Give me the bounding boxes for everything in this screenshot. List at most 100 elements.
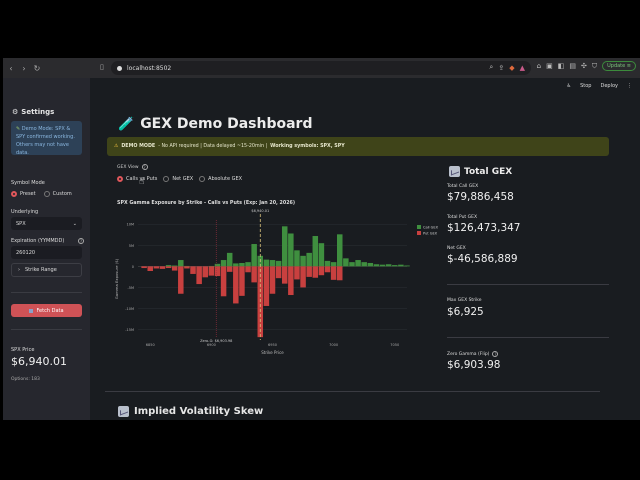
call-gex-bar[interactable] (306, 252, 312, 267)
put-gex-bar[interactable] (214, 266, 221, 277)
put-gex-bar[interactable] (147, 266, 153, 271)
put-gex-bar[interactable] (294, 266, 300, 280)
brave-shield-icon[interactable]: ◆ (509, 63, 515, 72)
put-gex-bar[interactable] (318, 266, 325, 276)
expiration-input[interactable]: 260120 (11, 246, 82, 259)
gex-bar-chart[interactable]: 10M 5M 0 -5M -10M -15M Zero-G: $6,903.98 $6,940… (110, 208, 440, 358)
call-gex-bar[interactable] (171, 265, 178, 267)
put-gex-bar[interactable] (196, 266, 202, 285)
call-gex-bar[interactable] (355, 260, 361, 267)
call-gex-bar[interactable] (300, 255, 306, 267)
main-menu-icon[interactable]: ⋮ (627, 83, 632, 89)
call-gex-bar[interactable] (349, 262, 355, 267)
put-gex-bar[interactable] (275, 266, 282, 279)
call-gex-bar[interactable] (324, 260, 331, 267)
put-gex-bar[interactable] (226, 266, 233, 272)
call-gex-bar[interactable] (404, 265, 410, 267)
sidebar-icon[interactable]: ◧ (557, 62, 565, 70)
call-gex-bar[interactable] (379, 264, 386, 267)
radio-preset[interactable] (11, 191, 17, 197)
call-gex-bar[interactable] (226, 252, 233, 267)
put-gex-bar[interactable] (336, 266, 343, 281)
extensions-icon[interactable]: ⌂ (536, 62, 542, 70)
call-gex-bar[interactable] (214, 263, 221, 267)
address-bar[interactable]: localhost:8502 ⌕ ⇪ ◆ ▲ (111, 61, 531, 75)
put-gex-bar[interactable] (208, 266, 215, 276)
legend-put-swatch[interactable] (417, 231, 421, 235)
radio-dot[interactable] (199, 176, 206, 182)
put-gex-bar[interactable] (171, 266, 178, 271)
call-gex-bar[interactable] (245, 262, 251, 267)
put-gex-bar[interactable] (141, 266, 147, 269)
put-gex-bar[interactable] (184, 266, 190, 269)
call-gex-bar[interactable] (361, 262, 367, 267)
legend-call-label[interactable]: Call GEX (423, 226, 439, 230)
help-icon[interactable]: ? (141, 164, 148, 170)
call-gex-bar[interactable] (263, 259, 270, 267)
call-gex-bar[interactable] (294, 250, 300, 267)
legend-put-label[interactable]: Put GEX (423, 232, 438, 236)
radio-absolute-gex[interactable]: Absolute GEX (199, 176, 242, 182)
call-gex-bar[interactable] (239, 262, 245, 267)
site-info-icon[interactable] (117, 65, 122, 71)
media-icon[interactable]: ▤ (569, 62, 576, 70)
deploy-button[interactable]: Deploy (600, 83, 618, 89)
tab-icon[interactable]: ▣ (546, 62, 553, 70)
bookmark-icon[interactable]: ▯ (100, 63, 104, 71)
zoom-icon[interactable]: ⌕ (489, 63, 494, 71)
call-gex-bar[interactable] (398, 264, 404, 267)
reload-icon[interactable]: ↻ (33, 63, 41, 73)
underlying-select[interactable]: SPX ⌄ (11, 217, 82, 230)
update-button[interactable]: Update ≡ (602, 61, 636, 71)
call-gex-bar[interactable] (288, 233, 294, 267)
call-gex-bar[interactable] (330, 262, 337, 267)
stop-button[interactable]: Stop (580, 83, 592, 89)
call-gex-bar[interactable] (318, 243, 325, 267)
put-gex-bar[interactable] (269, 266, 276, 294)
call-gex-bar[interactable] (367, 262, 374, 267)
put-gex-bar[interactable] (202, 266, 209, 278)
put-gex-bar[interactable] (165, 266, 172, 269)
call-gex-bar[interactable] (220, 260, 227, 267)
put-gex-bar[interactable] (288, 266, 294, 296)
legend-call-swatch[interactable] (417, 225, 421, 229)
put-gex-bar[interactable] (251, 266, 257, 283)
put-gex-bar[interactable] (312, 266, 319, 278)
puzzle-icon[interactable]: ✣ (580, 62, 587, 70)
put-gex-bar[interactable] (220, 266, 227, 297)
rewards-icon[interactable]: ▲ (519, 63, 525, 72)
share-icon[interactable]: ⇪ (498, 63, 505, 72)
put-gex-bar[interactable] (153, 266, 160, 269)
forward-icon[interactable]: › (22, 63, 26, 73)
call-gex-bar[interactable] (392, 265, 398, 267)
put-gex-bar[interactable] (263, 266, 270, 306)
radio-dot[interactable] (117, 176, 123, 182)
strike-range-expander[interactable]: › Strike Range (11, 263, 82, 277)
put-gex-bar[interactable] (330, 266, 337, 280)
fetch-data-button[interactable]: Fetch Data (11, 304, 82, 317)
call-gex-bar[interactable] (373, 264, 380, 267)
radio-net-gex[interactable]: Net GEX (163, 176, 193, 182)
put-gex-bar[interactable] (245, 266, 251, 273)
put-gex-bar[interactable] (300, 266, 306, 288)
call-gex-bar[interactable] (165, 265, 172, 267)
help-icon[interactable]: ? (78, 238, 84, 244)
call-gex-bar[interactable] (281, 226, 288, 267)
radio-calls-vs-puts[interactable]: Calls vs Puts (117, 176, 157, 182)
call-gex-bar[interactable] (385, 264, 392, 267)
put-gex-bar[interactable] (324, 266, 331, 273)
call-gex-bar[interactable] (233, 263, 239, 267)
put-gex-bar[interactable] (178, 266, 184, 294)
call-gex-bar[interactable] (336, 234, 343, 267)
call-gex-bar[interactable] (275, 260, 282, 267)
back-icon[interactable]: ‹ (9, 63, 13, 73)
call-gex-bar[interactable] (178, 260, 184, 267)
call-gex-bar[interactable] (312, 236, 319, 267)
radio-custom[interactable] (43, 191, 50, 197)
call-gex-bar[interactable] (343, 258, 349, 267)
put-gex-bar[interactable] (159, 266, 166, 269)
put-gex-bar[interactable] (281, 266, 288, 284)
radio-dot[interactable] (163, 176, 170, 182)
put-gex-bar[interactable] (233, 266, 239, 304)
help-icon[interactable]: ? (492, 351, 499, 357)
